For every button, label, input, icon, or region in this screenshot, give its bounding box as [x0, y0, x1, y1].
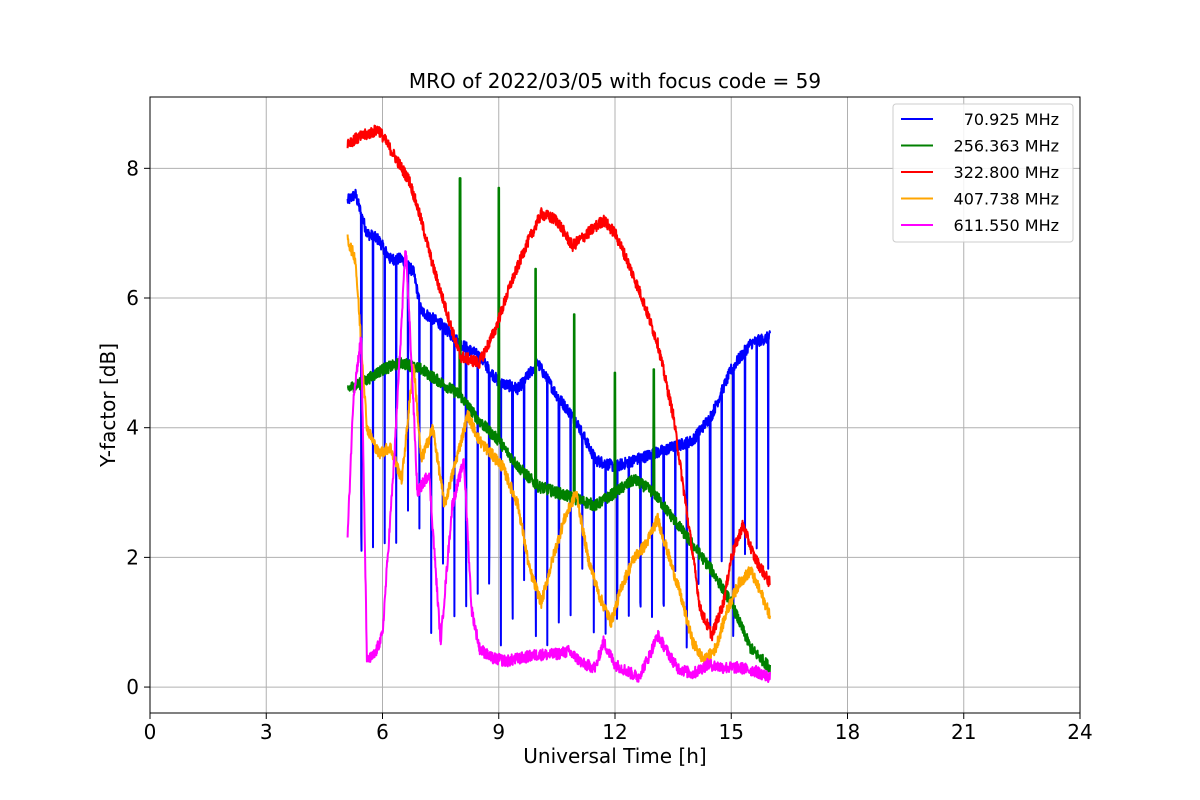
- legend: 70.925 MHz 256.363 MHz 322.800 MHz 407.738 …: [892, 103, 1074, 243]
- series-0: [346, 188, 771, 649]
- x-tick-label: 9: [492, 720, 505, 744]
- series-1: [346, 177, 771, 674]
- legend-box: [892, 103, 1074, 243]
- x-tick-label: 15: [719, 720, 744, 744]
- x-tick-label: 12: [602, 720, 627, 744]
- x-tick-label: 3: [260, 720, 273, 744]
- legend-entry: 322.800 MHz: [954, 163, 1059, 182]
- series-2: [346, 124, 771, 642]
- series-line: [346, 124, 771, 642]
- legend-entry: 256.363 MHz: [954, 137, 1059, 156]
- y-tick-label: 8: [126, 156, 139, 180]
- series-4: [346, 250, 771, 683]
- chart-title: MRO of 2022/03/05 with focus code = 59: [409, 69, 821, 93]
- x-axis-label: Universal Time [h]: [523, 744, 706, 768]
- series-line: [346, 188, 771, 649]
- series-line: [346, 234, 771, 666]
- x-tick-label: 21: [951, 720, 976, 744]
- series-line: [346, 250, 771, 683]
- y-tick-label: 6: [126, 286, 139, 310]
- y-axis-label: Y-factor [dB]: [96, 343, 120, 468]
- legend-entry: 407.738 MHz: [954, 190, 1059, 209]
- legend-entry: 70.925 MHz: [964, 110, 1059, 129]
- x-tick-label: 6: [376, 720, 389, 744]
- y-tick-label: 4: [126, 416, 139, 440]
- x-tick-label: 24: [1067, 720, 1092, 744]
- series-line: [346, 177, 771, 674]
- y-tick-label: 0: [126, 675, 139, 699]
- y-tick-label: 2: [126, 545, 139, 569]
- x-tick-label: 18: [835, 720, 860, 744]
- x-tick-label: 0: [144, 720, 157, 744]
- legend-entry: 611.550 MHz: [954, 216, 1059, 235]
- series-3: [346, 234, 771, 666]
